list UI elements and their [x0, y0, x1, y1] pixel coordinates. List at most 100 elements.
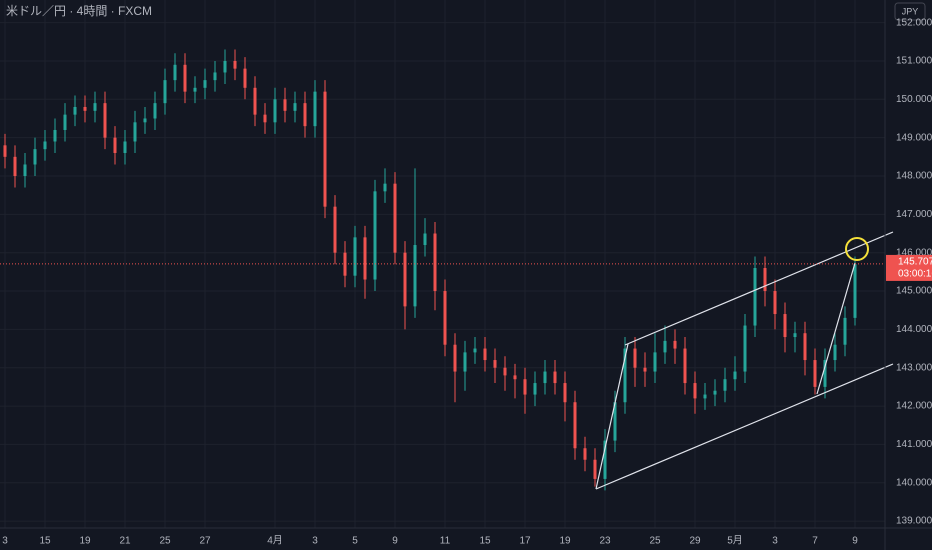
candle-body	[23, 164, 27, 176]
x-tick-label: 11	[440, 536, 451, 547]
candle-body	[753, 268, 757, 326]
candle-body	[303, 103, 307, 127]
candle-body	[73, 106, 77, 115]
highlight-circle	[845, 237, 869, 261]
candle-body	[653, 352, 657, 372]
y-tick-label: 150.000	[896, 94, 932, 105]
candle-body	[43, 141, 47, 150]
candle-body	[373, 191, 377, 280]
candle-body	[173, 64, 177, 81]
candle-body	[193, 87, 197, 92]
candle-body	[403, 252, 407, 307]
y-tick-label: 149.000	[896, 132, 932, 143]
candle-body	[663, 340, 667, 353]
candle-body	[523, 379, 527, 395]
x-tick-label: 15	[479, 536, 491, 547]
x-tick-label: 5月	[727, 535, 743, 547]
channel-upper	[624, 231, 894, 346]
last-price-box	[886, 254, 932, 281]
candle-body	[283, 99, 287, 111]
candle-body	[3, 145, 7, 157]
candle-body	[393, 183, 397, 253]
candle-body	[273, 99, 277, 123]
y-tick-label: 146.000	[896, 247, 932, 258]
x-tick-label: 3	[772, 536, 778, 547]
candle-body	[643, 367, 647, 372]
candle-body	[203, 80, 207, 88]
y-tick-label: 145.000	[896, 286, 932, 297]
candle-body	[763, 268, 767, 292]
x-tick-label: 9	[852, 536, 858, 547]
candle-body	[813, 360, 817, 387]
y-tick-label: 141.000	[896, 439, 932, 450]
candle-body	[843, 317, 847, 345]
y-tick-label: 139.000	[896, 516, 932, 527]
candle-body	[583, 448, 587, 460]
candle-body	[503, 367, 507, 376]
candle-body	[33, 149, 37, 165]
drawings	[595, 231, 894, 490]
candle-body	[773, 291, 777, 315]
candle-body	[323, 91, 327, 207]
candle-body	[423, 233, 427, 246]
candle-body	[743, 325, 747, 372]
candle-body	[113, 137, 117, 153]
candle-body	[143, 118, 147, 123]
currency-label: JPY	[902, 6, 919, 16]
candle-body	[333, 206, 337, 253]
candle-body	[603, 440, 607, 479]
candle-body	[63, 114, 67, 130]
candle-body	[433, 233, 437, 292]
channel-lower	[595, 363, 894, 490]
candle-body	[463, 352, 467, 372]
candle-body	[363, 237, 367, 280]
chart-title: 米ドル／円 · 4時間 · FXCM	[6, 4, 152, 18]
x-tick-label: 23	[599, 536, 611, 547]
candle-body	[693, 383, 697, 399]
candle-body	[833, 344, 837, 361]
x-tick-label: 3	[312, 536, 318, 547]
x-tick-label: 25	[159, 536, 171, 547]
candle-body	[153, 103, 157, 119]
candle-body	[353, 237, 357, 276]
x-tick-label: 27	[199, 536, 211, 547]
candle-body	[213, 72, 217, 81]
x-tick-label: 29	[689, 536, 701, 547]
candle-body	[93, 103, 97, 111]
x-tick-label: 15	[39, 536, 51, 547]
candle-body	[293, 103, 297, 111]
candle-body	[703, 394, 707, 399]
candle-body	[733, 371, 737, 380]
candle-body	[243, 68, 247, 88]
candle-body	[573, 402, 577, 449]
x-tick-label: 19	[79, 536, 91, 547]
x-tick-label: 25	[649, 536, 661, 547]
candle-body	[673, 340, 677, 349]
candle-body	[13, 156, 17, 176]
candle-body	[163, 80, 167, 104]
currency-button[interactable]	[894, 2, 926, 21]
x-tick-label: 17	[519, 536, 531, 547]
candle-body	[53, 129, 57, 142]
x-tick-label: 21	[119, 536, 131, 547]
candle-body	[483, 348, 487, 361]
y-tick-label: 152.000	[896, 17, 932, 28]
candle-body	[233, 60, 237, 69]
x-tick-label: 4月	[267, 535, 283, 547]
y-tick-label: 144.000	[896, 324, 932, 335]
candle-body	[253, 87, 257, 115]
candle-body	[793, 333, 797, 338]
candle-body	[103, 103, 107, 138]
candle-body	[803, 333, 807, 361]
y-tick-label: 142.000	[896, 401, 932, 412]
candle-body	[263, 114, 267, 123]
candle-body	[623, 348, 627, 403]
x-tick-label: 19	[559, 536, 571, 547]
candle-body	[683, 348, 687, 384]
x-tick-label: 7	[812, 536, 818, 547]
wave-line	[595, 343, 629, 490]
candle-body	[493, 360, 497, 368]
candle-body	[123, 141, 127, 153]
y-tick-label: 148.000	[896, 171, 932, 182]
